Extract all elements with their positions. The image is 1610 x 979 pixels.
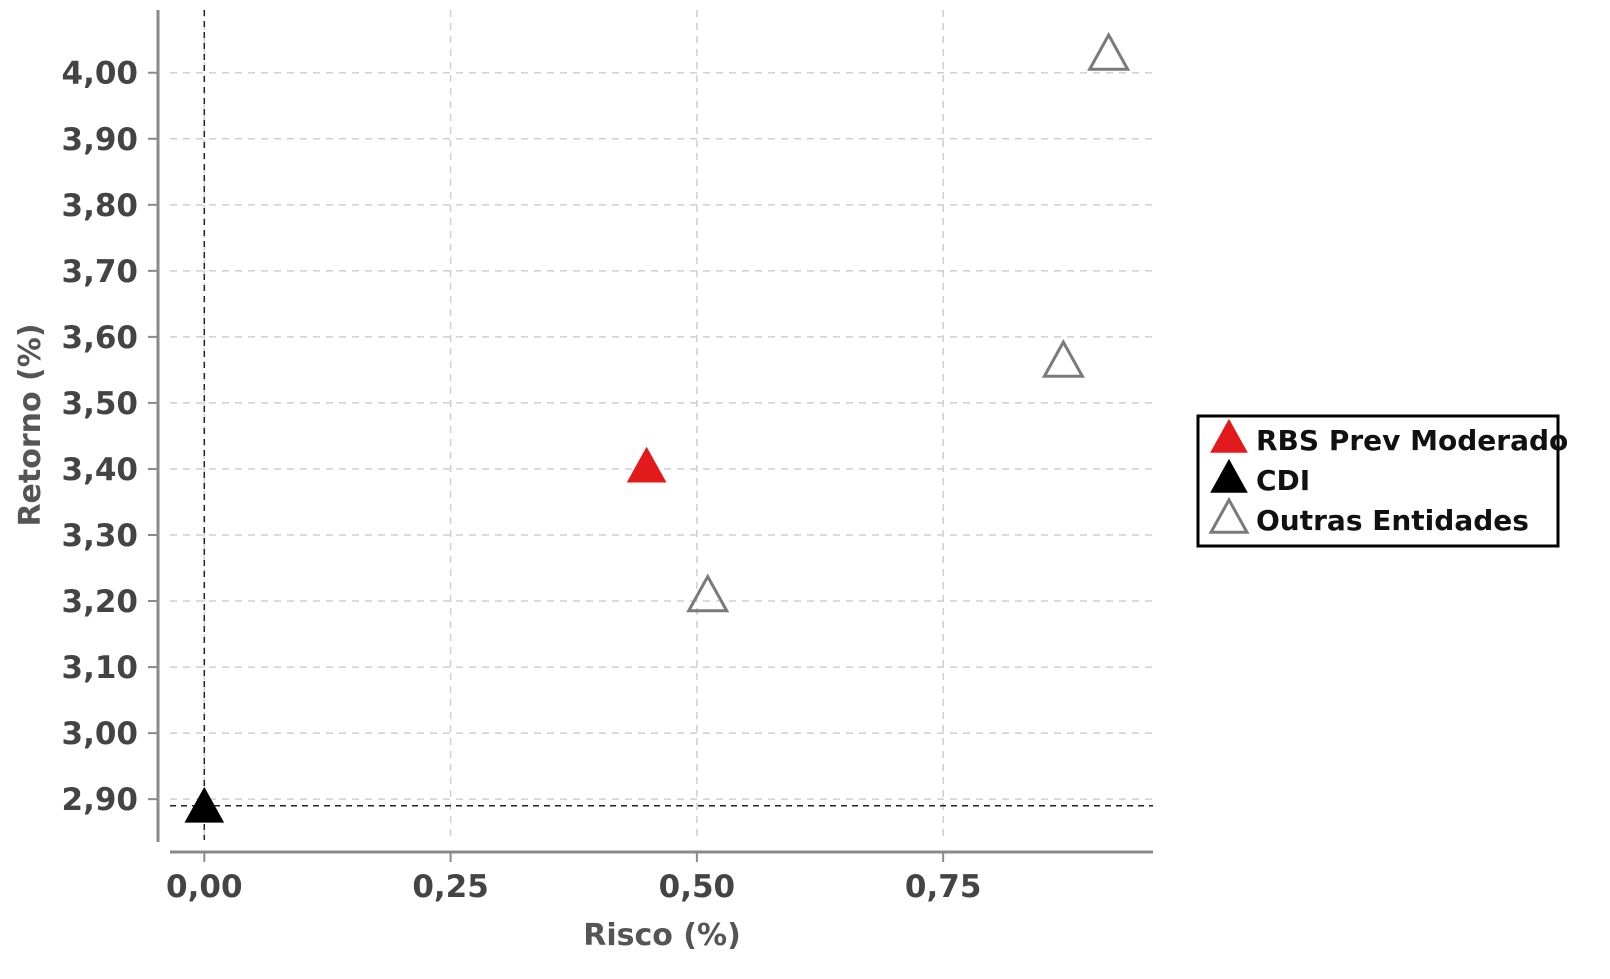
y-tick-label: 3,30 [62,518,139,554]
legend-marker-cdi [1210,458,1248,493]
y-tick-label: 3,60 [62,320,139,356]
data-points [184,31,1131,823]
legend-label: CDI [1256,464,1310,497]
y-tick-label: 3,40 [62,452,139,488]
y-tick-label: 3,50 [62,386,139,422]
y-tick-label: 2,90 [62,782,139,818]
x-tick-label: 0,25 [412,869,489,905]
legend-marker-rbs-prev-moderado [1210,418,1248,453]
legend-items: RBS Prev Moderado CDI Outras Entidades [1208,418,1568,537]
legend-marker-outras-entidades [1208,496,1250,534]
y-tick-labels: 2,90 3,00 3,10 3,20 3,30 3,40 3,50 3,60 3,70 3,80… [62,56,158,818]
legend-box [1196,414,1560,548]
data-point-outras-entidades [686,573,730,613]
legend-label: Outras Entidades [1256,504,1529,537]
axes [156,10,1153,854]
legend-label: RBS Prev Moderado [1256,424,1568,457]
legend: RBS Prev Moderado CDI Outras Entidades [1196,414,1568,548]
grid-lines [170,10,1153,840]
y-tick-label: 3,00 [62,716,139,752]
y-tick-label: 3,20 [62,584,139,620]
y-tick-label: 4,00 [62,56,139,92]
y-tick-label: 3,80 [62,188,139,224]
reference-lines [170,10,1153,840]
x-tick-label: 0,00 [166,869,243,905]
x-axis-title: Risco (%) [583,918,741,953]
data-point-rbs-prev-moderado [626,446,667,483]
y-axis-title: Retorno (%) [13,323,48,526]
data-point-cdi [184,786,225,823]
x-tick-labels: 0,00 0,25 0,50 0,75 [166,852,981,905]
y-tick-label: 3,90 [62,122,139,158]
data-point-outras-entidades [1087,31,1131,71]
data-point-outras-entidades [1041,339,1085,378]
x-tick-label: 0,50 [659,869,736,905]
y-tick-label: 3,10 [62,650,139,686]
x-tick-label: 0,75 [905,869,982,905]
y-tick-label: 3,70 [62,254,139,290]
